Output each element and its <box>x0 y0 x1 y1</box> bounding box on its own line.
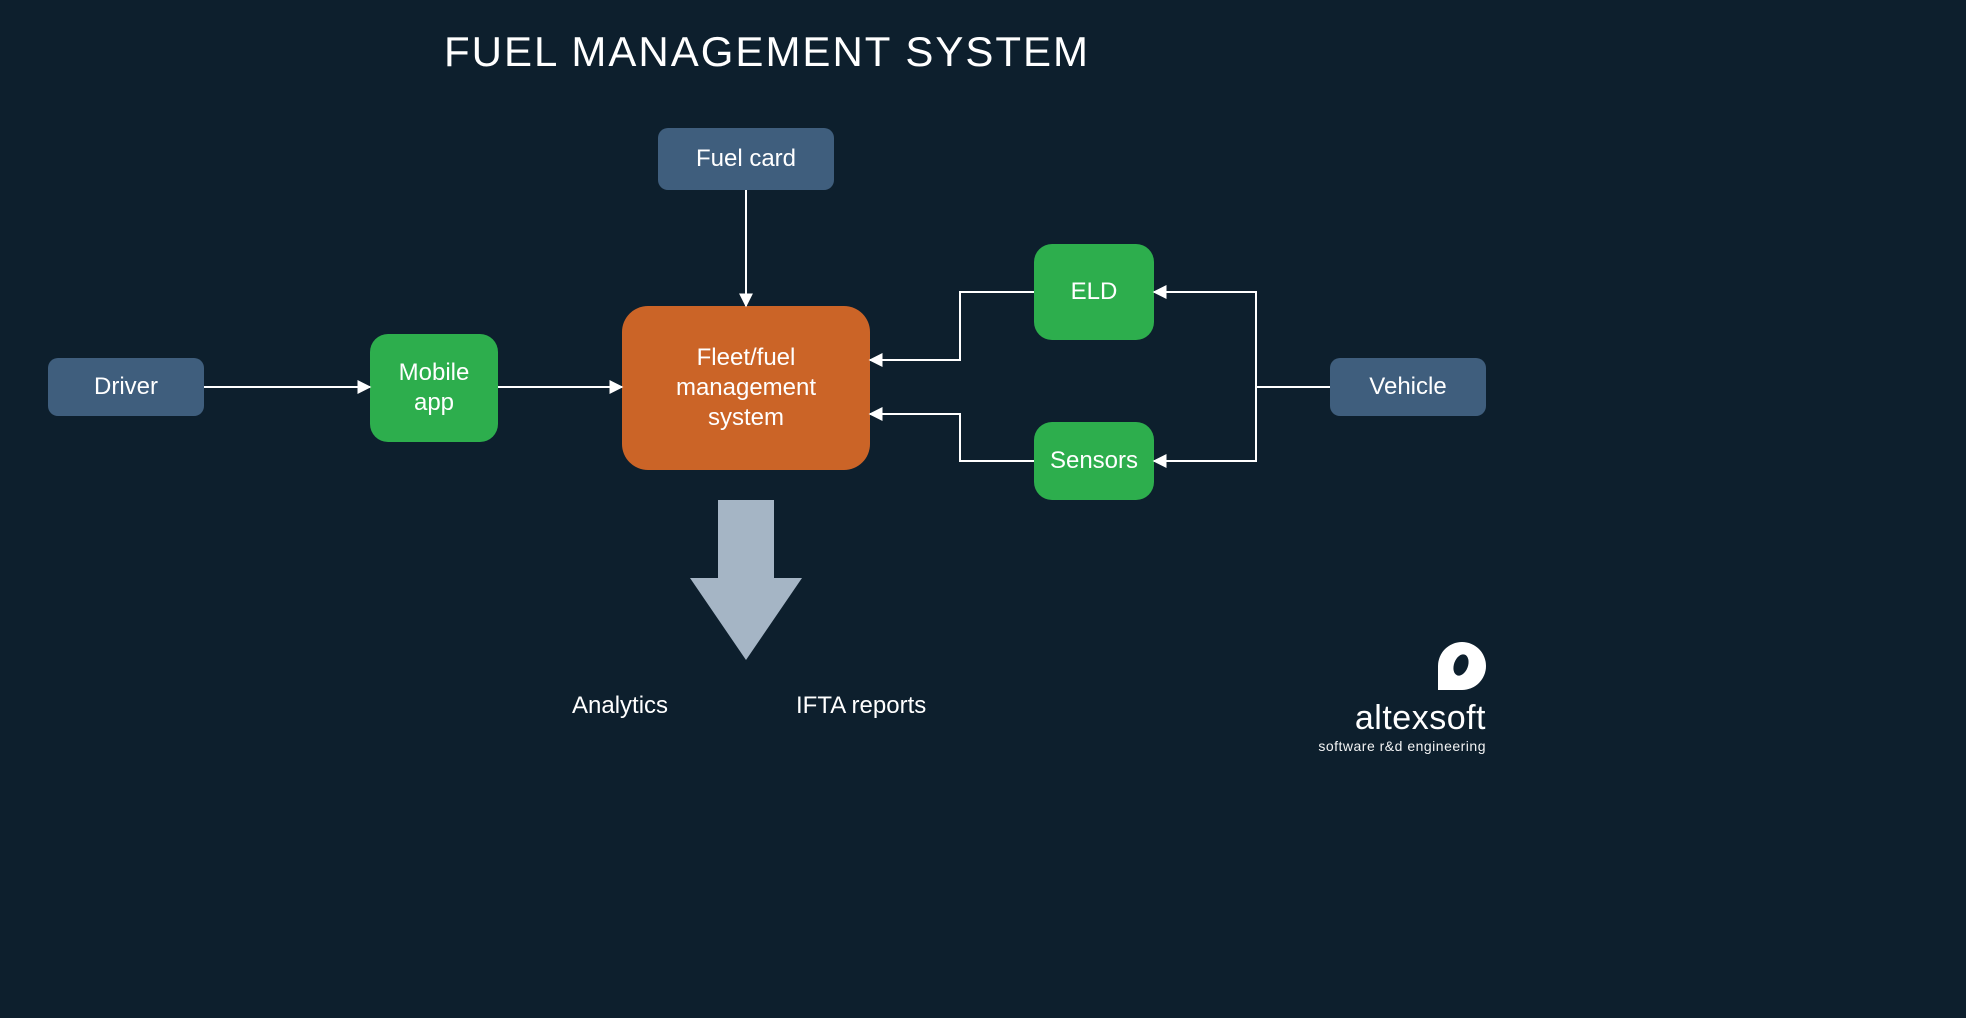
brand-name: altexsoft <box>1318 699 1486 738</box>
output-ifta: IFTA reports <box>796 692 926 720</box>
brand-logo-icon <box>1438 642 1486 690</box>
output-analytics: Analytics <box>572 692 668 720</box>
edge-vehicle-sensors <box>1154 387 1256 461</box>
node-label: Mobileapp <box>399 358 470 418</box>
edge-sensors-center <box>870 414 1034 461</box>
edge-vehicle-eld <box>1154 292 1330 387</box>
node-label: Vehicle <box>1369 372 1446 402</box>
diagram-title: FUEL MANAGEMENT SYSTEM <box>0 28 1534 76</box>
node-center: Fleet/fuelmanagementsystem <box>622 306 870 470</box>
node-sensors: Sensors <box>1034 422 1154 500</box>
node-driver: Driver <box>48 358 204 416</box>
brand-tagline: software r&d engineering <box>1318 738 1486 754</box>
output-arrow-icon <box>690 500 802 660</box>
node-fuel-card: Fuel card <box>658 128 834 190</box>
node-eld: ELD <box>1034 244 1154 340</box>
node-label: Fuel card <box>696 144 796 174</box>
node-label: ELD <box>1071 277 1118 307</box>
node-label: Sensors <box>1050 446 1138 476</box>
brand-logo: altexsoft software r&d engineering <box>1318 642 1486 754</box>
node-mobile-app: Mobileapp <box>370 334 498 442</box>
node-label: Driver <box>94 372 158 402</box>
edge-eld-center <box>870 292 1034 360</box>
node-vehicle: Vehicle <box>1330 358 1486 416</box>
node-label: Fleet/fuelmanagementsystem <box>676 343 816 433</box>
